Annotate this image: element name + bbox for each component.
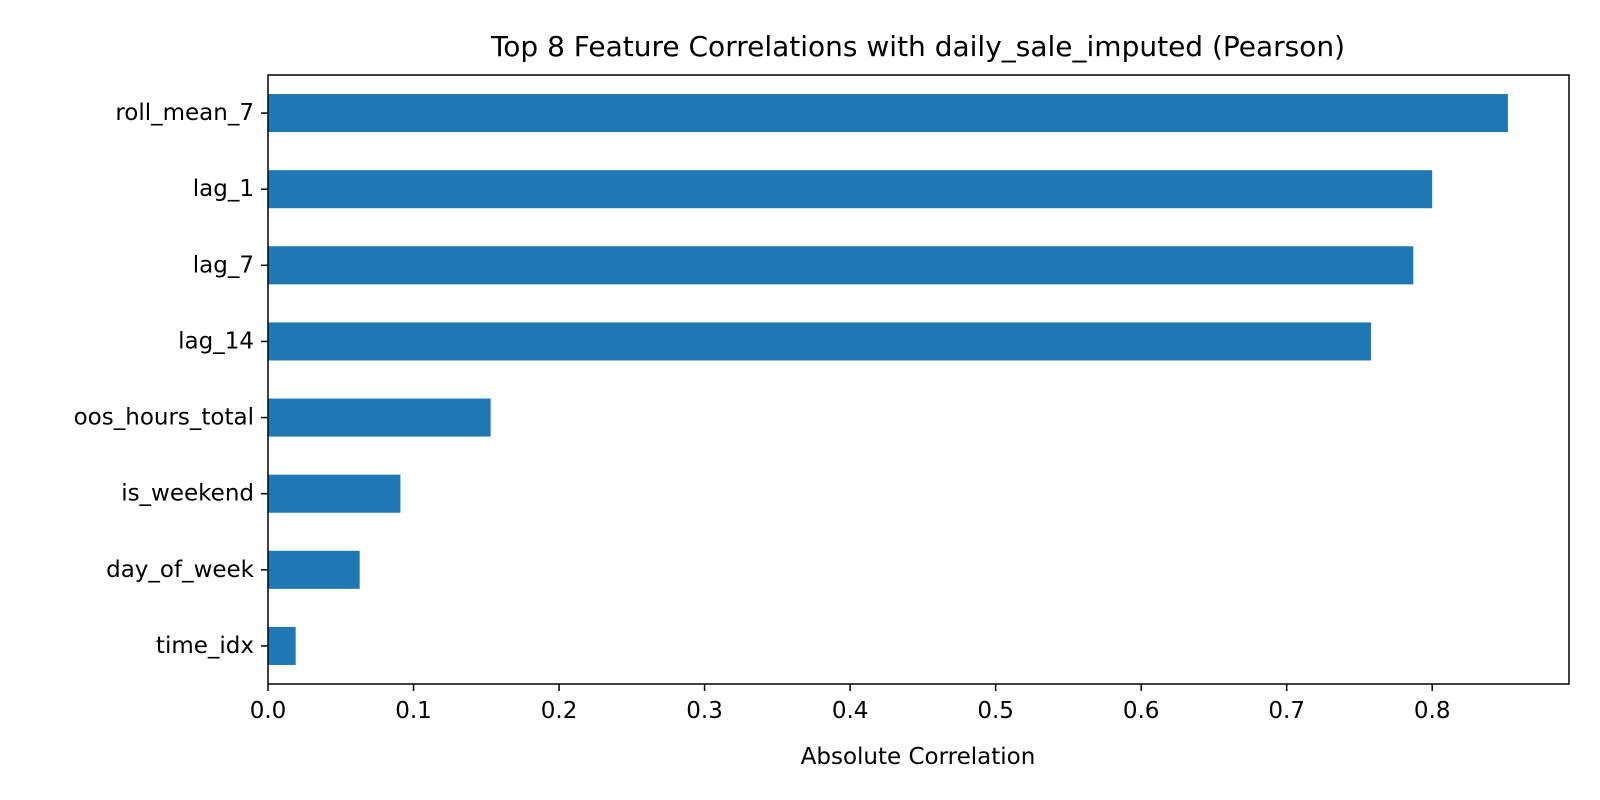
y-axis-ticks: roll_mean_7 lag_1 lag_7 lag_14 oos_hours_tot… [74,100,268,659]
bar-lag-1 [268,170,1433,209]
x-tick-label: 0.7 [1268,698,1305,724]
y-tick-label: lag_7 [193,252,254,278]
x-tick-label: 0.1 [395,698,432,724]
x-axis-label: Absolute Correlation [801,744,1036,770]
y-tick-label: lag_14 [178,328,254,354]
bar-roll-mean-7 [268,94,1508,133]
plot-frame [267,74,1570,685]
y-tick-label: is_weekend [121,481,254,507]
y-tick-label: lag_1 [193,176,254,202]
bars-layer [268,94,1508,665]
x-tick-label: 0.8 [1414,698,1451,724]
bar-oos-hours-total [268,398,491,437]
bar-lag-7 [268,246,1414,285]
y-tick-label: day_of_week [106,557,255,583]
x-tick-label: 0.4 [832,698,869,724]
bar-time-idx [268,626,296,665]
x-tick-label: 0.0 [250,698,287,724]
x-tick-label: 0.5 [977,698,1014,724]
bar-lag-14 [268,322,1372,361]
x-tick-label: 0.2 [541,698,578,724]
chart-title: Top 8 Feature Correlations with daily_sa… [490,30,1345,63]
bar-is-weekend [268,474,401,513]
y-tick-label: time_idx [156,633,254,659]
x-tick-label: 0.6 [1123,698,1160,724]
y-tick-label: oos_hours_total [74,405,254,431]
x-tick-label: 0.3 [686,698,723,724]
y-tick-label: roll_mean_7 [115,100,254,126]
x-axis-ticks: 0.0 0.1 0.2 0.3 0.4 0.5 0.6 0.7 0.8 [250,684,1451,724]
bar-day-of-week [268,550,360,589]
